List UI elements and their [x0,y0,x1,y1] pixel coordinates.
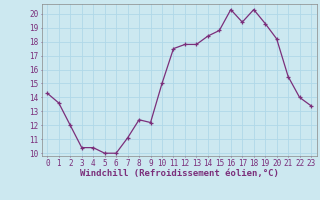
X-axis label: Windchill (Refroidissement éolien,°C): Windchill (Refroidissement éolien,°C) [80,169,279,178]
